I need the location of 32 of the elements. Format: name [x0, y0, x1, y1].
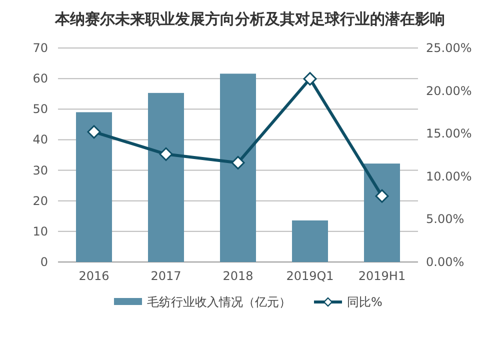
x-tick-label: 2019H1 [358, 269, 406, 283]
y-tick-label: 20 [32, 194, 48, 208]
point [159, 147, 173, 161]
bar [292, 220, 328, 262]
y2-tick-label: 10.00% [426, 169, 472, 184]
y2-tick-label: 0.00% [426, 255, 464, 269]
point [375, 189, 389, 203]
x-tick-label: 2018 [222, 269, 254, 283]
legend-label: 同比% [347, 295, 382, 309]
y-tick-label: 10 [32, 224, 48, 238]
bar [220, 74, 256, 262]
y-tick-label: 50 [32, 102, 48, 116]
y2-tick-label: 15.00% [426, 126, 472, 141]
point [231, 156, 245, 170]
y2-tick-label: 20.00% [426, 84, 472, 98]
chart-title: 本纳赛尔未来职业发展方向分析及其对足球行业的潜在影响 [54, 10, 445, 28]
y2-tick-label: 25.00% [426, 41, 472, 55]
y-tick-label: 0 [40, 255, 48, 269]
point [303, 72, 317, 86]
y-tick-label: 30 [32, 163, 48, 178]
x-tick-label: 2017 [150, 269, 182, 283]
y-tick-label: 60 [32, 72, 48, 86]
y2-tick-label: 5.00% [426, 212, 464, 226]
x-tick-label: 2016 [78, 269, 110, 283]
point [87, 125, 101, 139]
bar [364, 164, 400, 262]
bar [76, 112, 112, 262]
y-tick-label: 40 [32, 132, 48, 147]
legend-label: 毛纺行业收入情况（亿元） [147, 295, 291, 309]
x-tick-label: 2019Q1 [286, 269, 334, 283]
y-tick-label: 70 [32, 41, 48, 55]
bar [148, 92, 184, 262]
